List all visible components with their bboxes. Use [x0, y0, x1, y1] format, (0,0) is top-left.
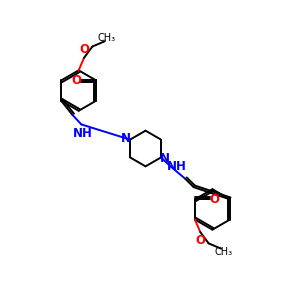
Text: NH: NH — [167, 160, 187, 173]
Text: CH₃: CH₃ — [98, 33, 116, 43]
Text: O: O — [72, 74, 82, 87]
Text: CH₃: CH₃ — [214, 247, 232, 257]
Text: O: O — [209, 193, 219, 206]
Text: O: O — [195, 234, 205, 247]
Text: O: O — [79, 43, 89, 56]
Text: NH: NH — [73, 127, 92, 140]
Text: N: N — [160, 152, 170, 165]
Text: N: N — [121, 132, 131, 145]
